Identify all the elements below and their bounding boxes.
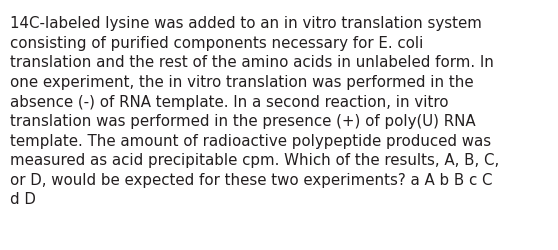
Text: 14C-labeled lysine was added to an in vitro translation system
consisting of pur: 14C-labeled lysine was added to an in vi… — [10, 16, 499, 206]
